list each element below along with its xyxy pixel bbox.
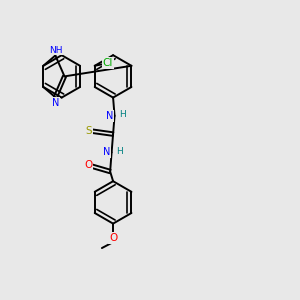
Text: O: O [84, 160, 92, 170]
Text: N: N [106, 111, 113, 121]
Text: Cl: Cl [103, 58, 113, 68]
Text: NH: NH [49, 46, 62, 55]
Text: S: S [85, 126, 92, 136]
Text: H: H [116, 147, 123, 156]
Text: N: N [52, 98, 60, 108]
Text: H: H [119, 110, 126, 119]
Text: N: N [103, 147, 110, 158]
Text: O: O [109, 233, 117, 243]
